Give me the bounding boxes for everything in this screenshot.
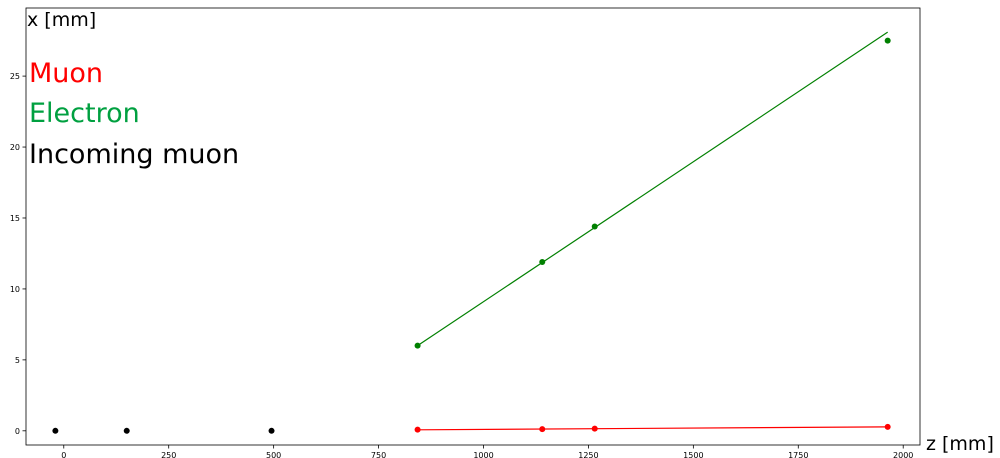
x-tick-label: 500 [266, 451, 281, 458]
fit-lines [417, 31, 889, 431]
x-tick-label: 750 [371, 451, 386, 458]
x-axis-ticks: 0 250 500 750 1000 1250 1500 1750 2000 [61, 445, 913, 458]
data-point-incoming-muon [123, 427, 130, 434]
data-point-muon [414, 426, 421, 433]
x-tick-label: 250 [161, 451, 176, 458]
fit-line-electron [417, 31, 889, 347]
data-point-muon [884, 423, 891, 430]
data-point-electron [539, 258, 546, 265]
data-point-incoming-muon [268, 427, 275, 434]
data-point-electron [884, 37, 891, 44]
data-points [52, 37, 891, 434]
y-tick-label: 20 [10, 143, 20, 152]
x-tick-label: 1750 [788, 451, 808, 458]
y-tick-label: 10 [10, 285, 20, 294]
data-point-electron [414, 342, 421, 349]
x-tick-label: 0 [61, 451, 66, 458]
y-tick-label: 5 [15, 356, 20, 365]
plot-area-frame [25, 7, 921, 446]
fit-line-muon [417, 426, 888, 431]
y-tick-label: 15 [10, 214, 20, 223]
x-tick-label: 2000 [893, 451, 913, 458]
legend-muon: Muon [29, 58, 103, 89]
y-tick-label: 0 [15, 427, 20, 436]
y-axis-label: x [mm] [27, 9, 96, 31]
x-tick-label: 1000 [473, 451, 493, 458]
y-axis-ticks: 0 5 10 15 20 25 [10, 72, 26, 436]
x-tick-label: 1500 [683, 451, 703, 458]
legend-electron: Electron [29, 98, 140, 129]
data-point-incoming-muon [52, 427, 59, 434]
data-point-electron [591, 223, 598, 230]
data-point-muon [591, 425, 598, 432]
y-tick-label: 25 [10, 72, 20, 81]
legend-incoming-muon: Incoming muon [29, 139, 239, 170]
x-axis-label: z [mm] [926, 433, 994, 455]
x-tick-label: 1250 [578, 451, 598, 458]
data-point-muon [539, 426, 546, 433]
